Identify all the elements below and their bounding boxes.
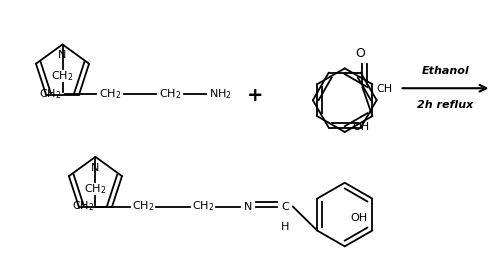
Text: $\mathregular{CH_2}$: $\mathregular{CH_2}$ [52, 69, 74, 83]
Text: +: + [246, 86, 263, 105]
Text: C: C [281, 201, 289, 212]
Text: $\mathregular{CH_2}$: $\mathregular{CH_2}$ [99, 87, 122, 101]
Text: N: N [244, 201, 252, 212]
Text: OH: OH [352, 122, 370, 132]
Text: $\mathregular{CH_2}$: $\mathregular{CH_2}$ [40, 87, 62, 101]
Text: N: N [91, 163, 100, 173]
Text: $\mathregular{CH_2}$: $\mathregular{CH_2}$ [132, 200, 154, 213]
Text: OH: OH [350, 212, 368, 223]
Text: CH: CH [376, 84, 392, 94]
Text: H: H [280, 222, 289, 232]
Text: $\mathregular{NH_2}$: $\mathregular{NH_2}$ [208, 87, 232, 101]
Text: Ethanol: Ethanol [422, 66, 470, 76]
Text: N: N [58, 50, 66, 61]
Text: $\mathregular{CH_2}$: $\mathregular{CH_2}$ [84, 182, 106, 195]
Text: 2h reflux: 2h reflux [418, 100, 474, 110]
Text: $\mathregular{CH_2}$: $\mathregular{CH_2}$ [159, 87, 182, 101]
Text: O: O [356, 48, 366, 60]
Text: $\mathregular{CH_2}$: $\mathregular{CH_2}$ [192, 200, 214, 213]
Text: $\mathregular{CH_2}$: $\mathregular{CH_2}$ [72, 200, 94, 213]
